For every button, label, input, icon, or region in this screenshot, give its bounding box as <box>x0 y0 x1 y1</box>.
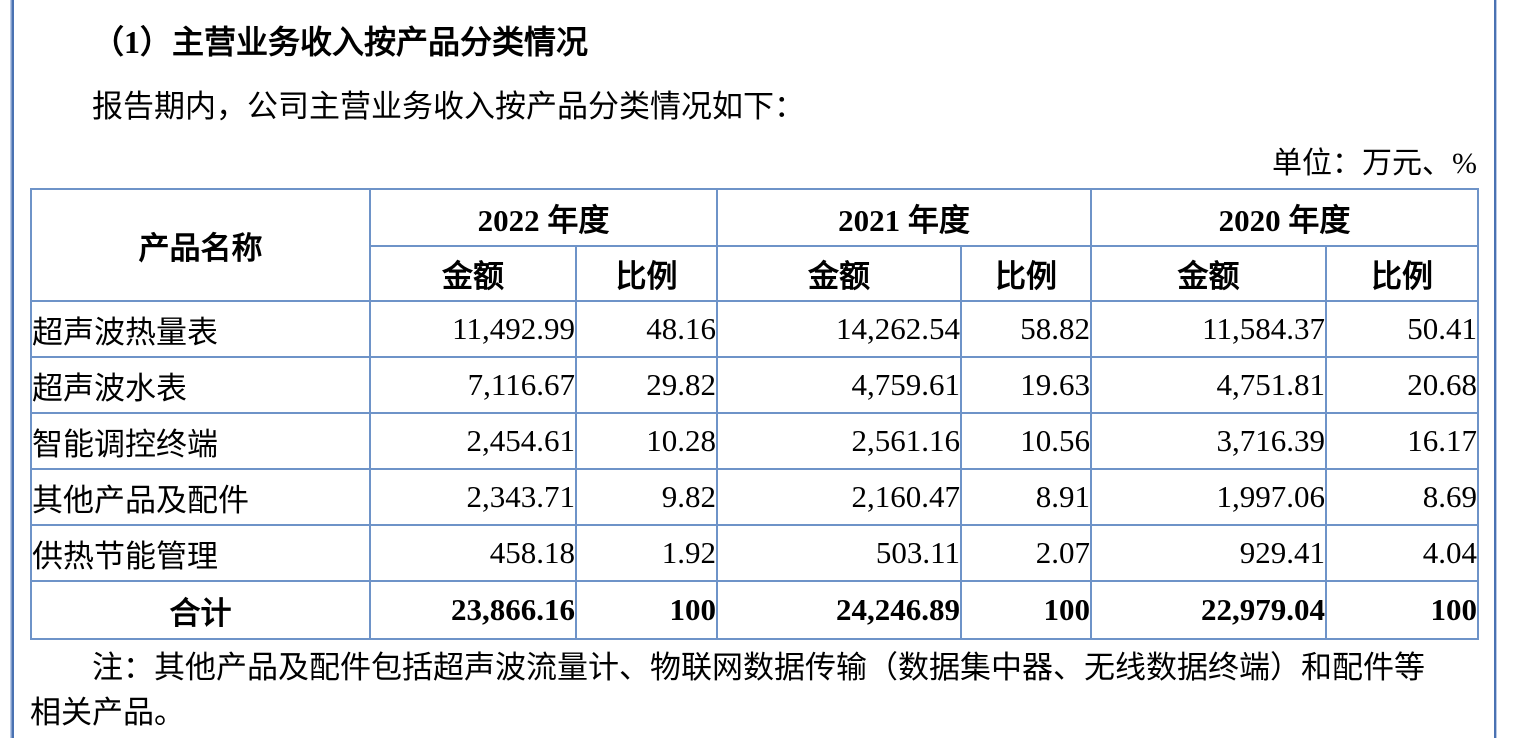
amount-cell: 2,454.61 <box>369 412 577 470</box>
ratio-cell: 20.68 <box>1325 356 1479 414</box>
ratio-cell: 100 <box>575 580 718 640</box>
ratio-cell: 8.69 <box>1325 468 1479 526</box>
amount-cell: 11,584.37 <box>1090 300 1327 358</box>
ratio-cell: 1.92 <box>575 524 718 582</box>
product-name-cell: 供热节能管理 <box>30 524 371 582</box>
header-product-name: 产品名称 <box>30 188 371 302</box>
header-ratio-2021: 比例 <box>960 245 1092 302</box>
ratio-cell: 29.82 <box>575 356 718 414</box>
amount-cell: 24,246.89 <box>716 580 962 640</box>
ratio-cell: 19.63 <box>960 356 1092 414</box>
ratio-cell: 9.82 <box>575 468 718 526</box>
table-row: 智能调控终端 2,454.61 10.28 2,561.16 10.56 3,7… <box>30 412 1479 470</box>
page-border-left <box>10 0 14 738</box>
amount-cell: 4,759.61 <box>716 356 962 414</box>
amount-cell: 2,343.71 <box>369 468 577 526</box>
header-year-2022: 2022 年度 <box>369 188 718 247</box>
amount-cell: 22,979.04 <box>1090 580 1327 640</box>
table-row: 其他产品及配件 2,343.71 9.82 2,160.47 8.91 1,99… <box>30 468 1479 526</box>
amount-cell: 11,492.99 <box>369 300 577 358</box>
product-name-cell: 超声波水表 <box>30 356 371 414</box>
table-row: 超声波水表 7,116.67 29.82 4,759.61 19.63 4,75… <box>30 356 1479 414</box>
amount-cell: 4,751.81 <box>1090 356 1327 414</box>
intro-paragraph: 报告期内，公司主营业务收入按产品分类情况如下： <box>92 89 805 124</box>
ratio-cell: 8.91 <box>960 468 1092 526</box>
header-row-subcolumns: 金额 比例 金额 比例 金额 比例 <box>31 245 1479 302</box>
total-label-cell: 合计 <box>30 580 371 640</box>
ratio-cell: 16.17 <box>1325 412 1479 470</box>
amount-cell: 458.18 <box>369 524 577 582</box>
table-row: 超声波热量表 11,492.99 48.16 14,262.54 58.82 1… <box>30 300 1479 358</box>
footnote: 注：其他产品及配件包括超声波流量计、物联网数据传输（数据集中器、无线数据终端）和… <box>30 650 1425 730</box>
total-row: 合计 23,866.16 100 24,246.89 100 22,979.04… <box>30 580 1479 640</box>
table-row: 供热节能管理 458.18 1.92 503.11 2.07 929.41 4.… <box>30 524 1479 582</box>
amount-cell: 929.41 <box>1090 524 1327 582</box>
ratio-cell: 100 <box>960 580 1092 640</box>
ratio-cell: 10.28 <box>575 412 718 470</box>
ratio-cell: 4.04 <box>1325 524 1479 582</box>
header-year-2021: 2021 年度 <box>716 188 1092 247</box>
header-amount-2021: 金额 <box>716 245 962 302</box>
unit-label: 单位：万元、% <box>1272 147 1477 180</box>
amount-cell: 503.11 <box>716 524 962 582</box>
amount-cell: 7,116.67 <box>369 356 577 414</box>
ratio-cell: 100 <box>1325 580 1479 640</box>
header-ratio-2022: 比例 <box>575 245 718 302</box>
header-year-2020: 2020 年度 <box>1090 188 1479 247</box>
amount-cell: 23,866.16 <box>369 580 577 640</box>
amount-cell: 2,160.47 <box>716 468 962 526</box>
ratio-cell: 58.82 <box>960 300 1092 358</box>
ratio-cell: 50.41 <box>1325 300 1479 358</box>
amount-cell: 3,716.39 <box>1090 412 1327 470</box>
revenue-by-product-table: 产品名称 2022 年度 2021 年度 2020 年度 金额 比例 金额 比例… <box>30 188 1479 640</box>
amount-cell: 14,262.54 <box>716 300 962 358</box>
header-row-years: 产品名称 2022 年度 2021 年度 2020 年度 <box>30 188 1479 302</box>
document-content: （1）主营业务收入按产品分类情况 报告期内，公司主营业务收入按产品分类情况如下：… <box>30 0 1479 735</box>
header-amount-2020: 金额 <box>1090 245 1327 302</box>
header-ratio-2020: 比例 <box>1325 245 1479 302</box>
amount-cell: 2,561.16 <box>716 412 962 470</box>
section-title: （1）主营业务收入按产品分类情况 <box>92 24 589 60</box>
product-name-cell: 智能调控终端 <box>30 412 371 470</box>
amount-cell: 1,997.06 <box>1090 468 1327 526</box>
product-name-cell: 超声波热量表 <box>30 300 371 358</box>
ratio-cell: 48.16 <box>575 300 718 358</box>
page-border-right <box>1494 0 1497 738</box>
header-amount-2022: 金额 <box>369 245 577 302</box>
product-name-cell: 其他产品及配件 <box>30 468 371 526</box>
ratio-cell: 10.56 <box>960 412 1092 470</box>
ratio-cell: 2.07 <box>960 524 1092 582</box>
